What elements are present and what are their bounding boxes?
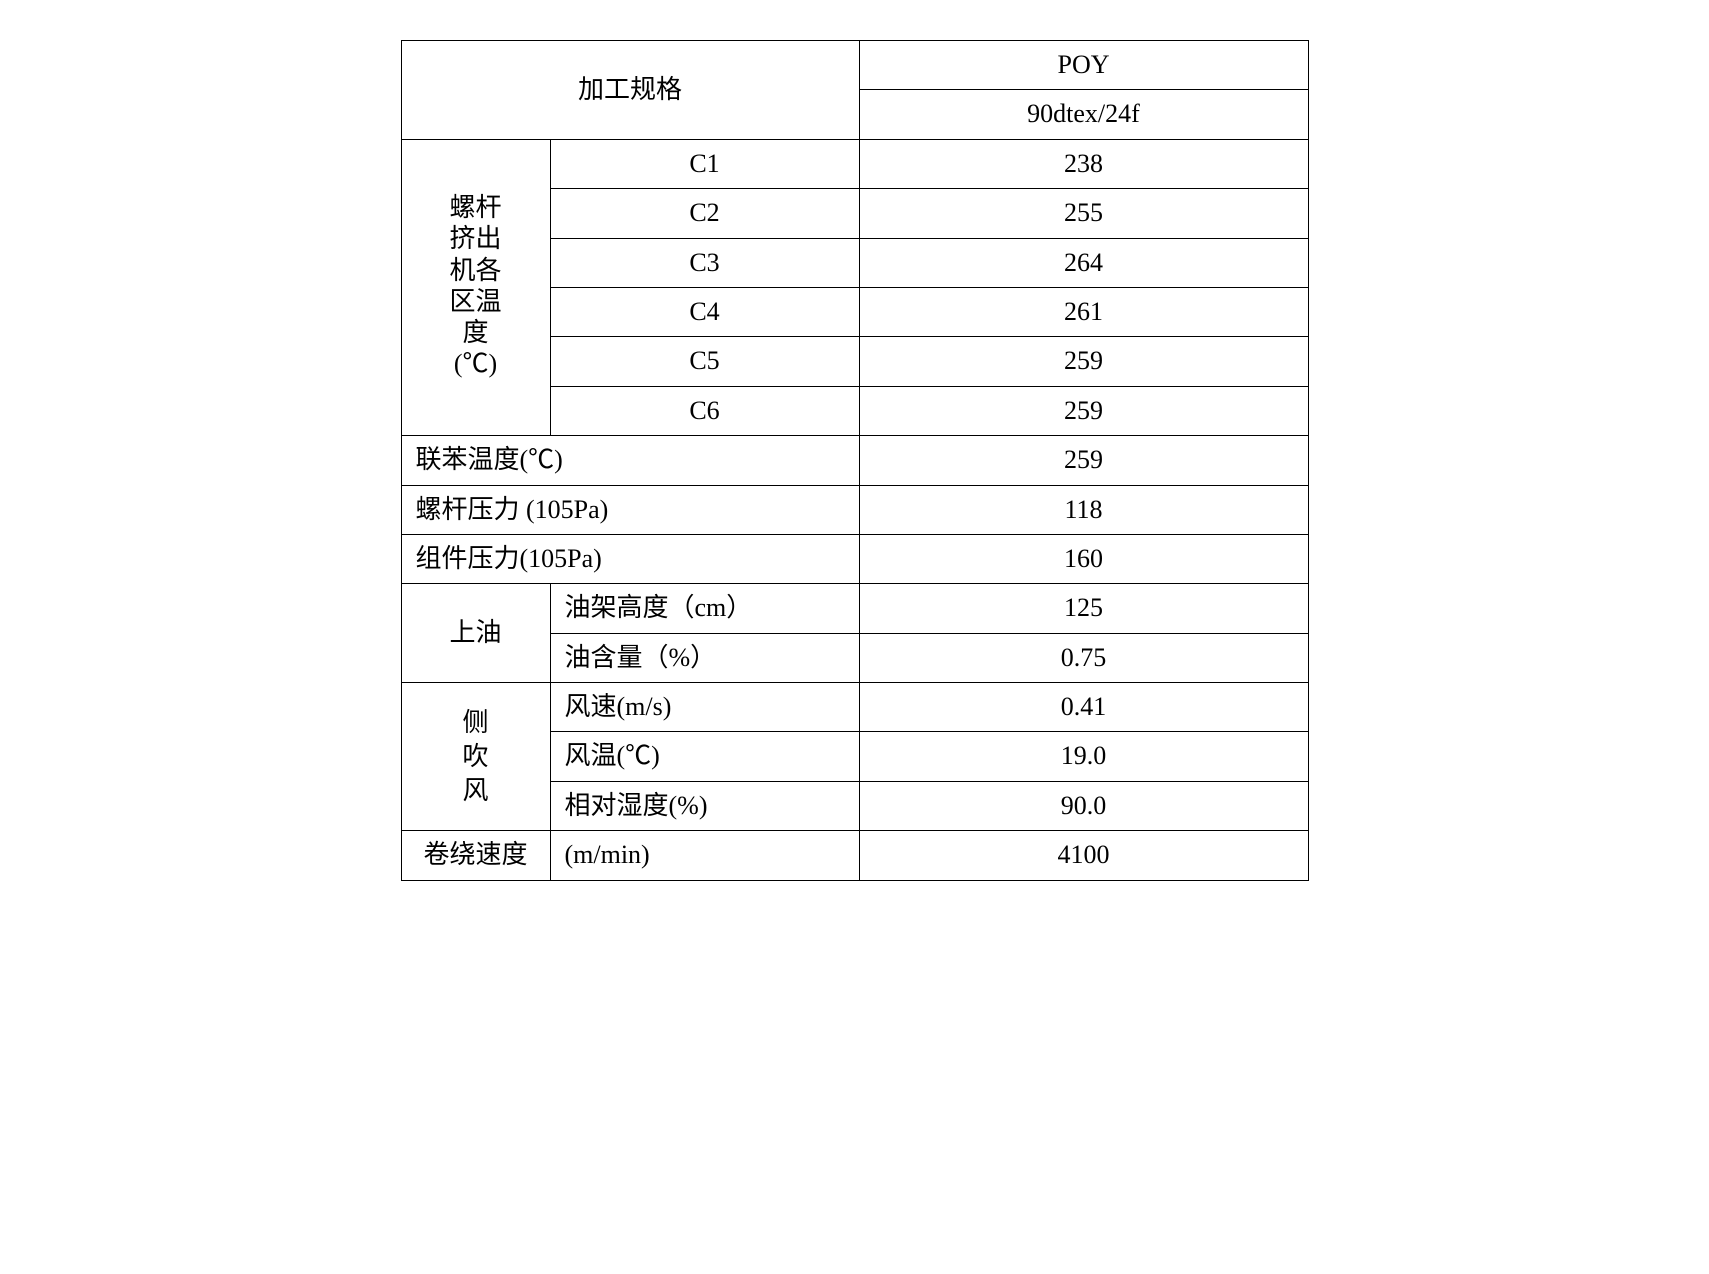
spec-table: 加工规格 POY 90dtex/24f 螺杆挤出机各区温度(℃) C1 238 … <box>401 40 1309 881</box>
winding-section-label: 卷绕速度 <box>401 831 550 880</box>
zone-value: 255 <box>859 189 1308 238</box>
zone-label: C5 <box>550 337 859 386</box>
oil-content-value: 0.75 <box>859 633 1308 682</box>
spec-label-cell: 加工规格 <box>401 41 859 140</box>
table-row: 加工规格 POY <box>401 41 1308 90</box>
side-blow-section-label: 侧吹风 <box>401 683 550 831</box>
wind-temp-label: 风温(℃) <box>550 732 859 781</box>
zone-label: C3 <box>550 238 859 287</box>
biphenyl-label: 联苯温度(℃) <box>401 436 859 485</box>
wind-speed-value: 0.41 <box>859 683 1308 732</box>
zone-value: 264 <box>859 238 1308 287</box>
zone-label: C4 <box>550 287 859 336</box>
component-pressure-value: 160 <box>859 534 1308 583</box>
extruder-section-label: 螺杆挤出机各区温度(℃) <box>401 139 550 435</box>
poy-value-cell: 90dtex/24f <box>859 90 1308 139</box>
screw-pressure-value: 118 <box>859 485 1308 534</box>
table-row: 组件压力(105Pa) 160 <box>401 534 1308 583</box>
zone-label: C2 <box>550 189 859 238</box>
zone-value: 259 <box>859 386 1308 435</box>
rel-humidity-value: 90.0 <box>859 781 1308 830</box>
zone-value: 261 <box>859 287 1308 336</box>
poy-label-cell: POY <box>859 41 1308 90</box>
table-row: 螺杆挤出机各区温度(℃) C1 238 <box>401 139 1308 188</box>
zone-value: 259 <box>859 337 1308 386</box>
winding-unit: (m/min) <box>550 831 859 880</box>
oil-frame-height-label: 油架高度（cm） <box>550 584 859 633</box>
oil-content-label: 油含量（%） <box>550 633 859 682</box>
component-pressure-label: 组件压力(105Pa) <box>401 534 859 583</box>
table-row: 联苯温度(℃) 259 <box>401 436 1308 485</box>
wind-speed-label: 风速(m/s) <box>550 683 859 732</box>
table-row: 卷绕速度 (m/min) 4100 <box>401 831 1308 880</box>
winding-value: 4100 <box>859 831 1308 880</box>
oil-frame-height-value: 125 <box>859 584 1308 633</box>
table-row: 上油 油架高度（cm） 125 <box>401 584 1308 633</box>
screw-pressure-label: 螺杆压力 (105Pa) <box>401 485 859 534</box>
table-row: 螺杆压力 (105Pa) 118 <box>401 485 1308 534</box>
oiling-section-label: 上油 <box>401 584 550 683</box>
zone-label: C6 <box>550 386 859 435</box>
side-blow-section-text: 侧吹风 <box>416 706 536 807</box>
rel-humidity-label: 相对湿度(%) <box>550 781 859 830</box>
zone-label: C1 <box>550 139 859 188</box>
wind-temp-value: 19.0 <box>859 732 1308 781</box>
extruder-section-text: 螺杆挤出机各区温度(℃) <box>447 192 504 379</box>
zone-value: 238 <box>859 139 1308 188</box>
biphenyl-value: 259 <box>859 436 1308 485</box>
table-row: 侧吹风 风速(m/s) 0.41 <box>401 683 1308 732</box>
